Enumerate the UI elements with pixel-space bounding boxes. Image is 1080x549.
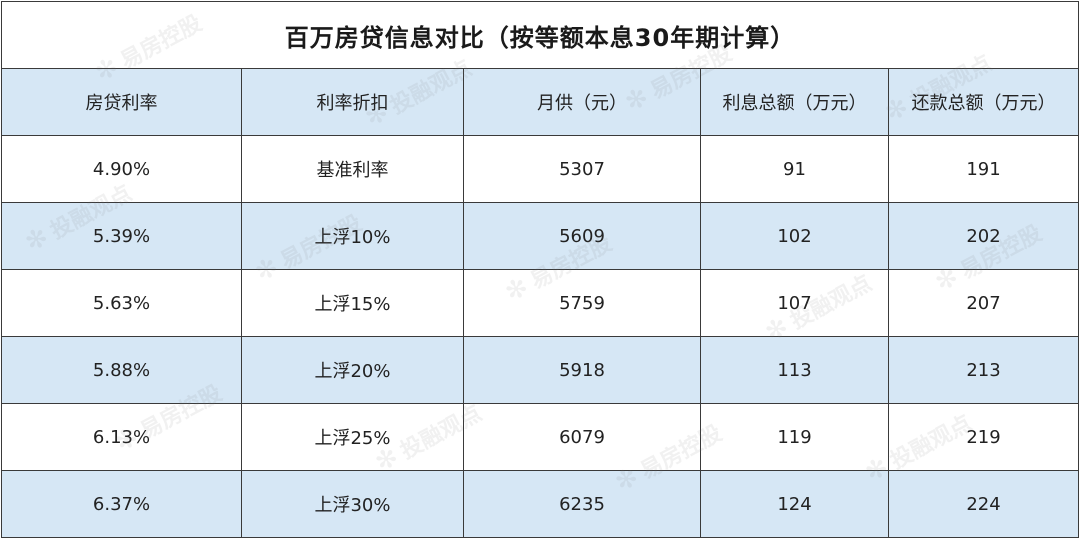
cell-monthly-payment: 5609	[463, 202, 701, 270]
cell-total-interest: 113	[700, 336, 889, 404]
table-row: 5.39% 上浮10% 5609 102 202	[1, 202, 1079, 270]
table-row: 4.90% 基准利率 5307 91 191	[1, 135, 1079, 203]
cell-total-interest: 119	[700, 403, 889, 471]
table-row: 5.88% 上浮20% 5918 113 213	[1, 336, 1079, 404]
column-header-rate: 房贷利率	[1, 68, 242, 136]
column-header-discount: 利率折扣	[241, 68, 464, 136]
cell-discount: 上浮30%	[241, 470, 464, 538]
cell-total-repayment: 202	[888, 202, 1079, 270]
table-row: 5.63% 上浮15% 5759 107 207	[1, 269, 1079, 337]
cell-rate: 6.37%	[1, 470, 242, 538]
cell-monthly-payment: 5918	[463, 336, 701, 404]
cell-discount: 上浮25%	[241, 403, 464, 471]
cell-total-interest: 91	[700, 135, 889, 203]
mortgage-comparison-table: 百万房贷信息对比（按等额本息30年期计算） 房贷利率 利率折扣 月供（元） 利息…	[1, 1, 1079, 538]
cell-total-interest: 102	[700, 202, 889, 270]
table-header-row: 房贷利率 利率折扣 月供（元） 利息总额（万元） 还款总额（万元）	[1, 68, 1079, 136]
cell-total-repayment: 219	[888, 403, 1079, 471]
table-title: 百万房贷信息对比（按等额本息30年期计算）	[1, 1, 1079, 69]
cell-monthly-payment: 5759	[463, 269, 701, 337]
table-row: 6.13% 上浮25% 6079 119 219	[1, 403, 1079, 471]
cell-rate: 5.39%	[1, 202, 242, 270]
cell-rate: 4.90%	[1, 135, 242, 203]
cell-total-repayment: 207	[888, 269, 1079, 337]
cell-discount: 上浮15%	[241, 269, 464, 337]
column-header-total-interest: 利息总额（万元）	[700, 68, 889, 136]
cell-monthly-payment: 6235	[463, 470, 701, 538]
cell-total-repayment: 213	[888, 336, 1079, 404]
cell-rate: 5.88%	[1, 336, 242, 404]
table-row: 6.37% 上浮30% 6235 124 224	[1, 470, 1079, 538]
cell-rate: 6.13%	[1, 403, 242, 471]
cell-total-repayment: 191	[888, 135, 1079, 203]
column-header-total-repayment: 还款总额（万元）	[888, 68, 1079, 136]
cell-discount: 基准利率	[241, 135, 464, 203]
cell-total-interest: 107	[700, 269, 889, 337]
column-header-monthly-payment: 月供（元）	[463, 68, 701, 136]
cell-total-interest: 124	[700, 470, 889, 538]
cell-monthly-payment: 5307	[463, 135, 701, 203]
cell-rate: 5.63%	[1, 269, 242, 337]
cell-discount: 上浮20%	[241, 336, 464, 404]
cell-total-repayment: 224	[888, 470, 1079, 538]
cell-monthly-payment: 6079	[463, 403, 701, 471]
cell-discount: 上浮10%	[241, 202, 464, 270]
